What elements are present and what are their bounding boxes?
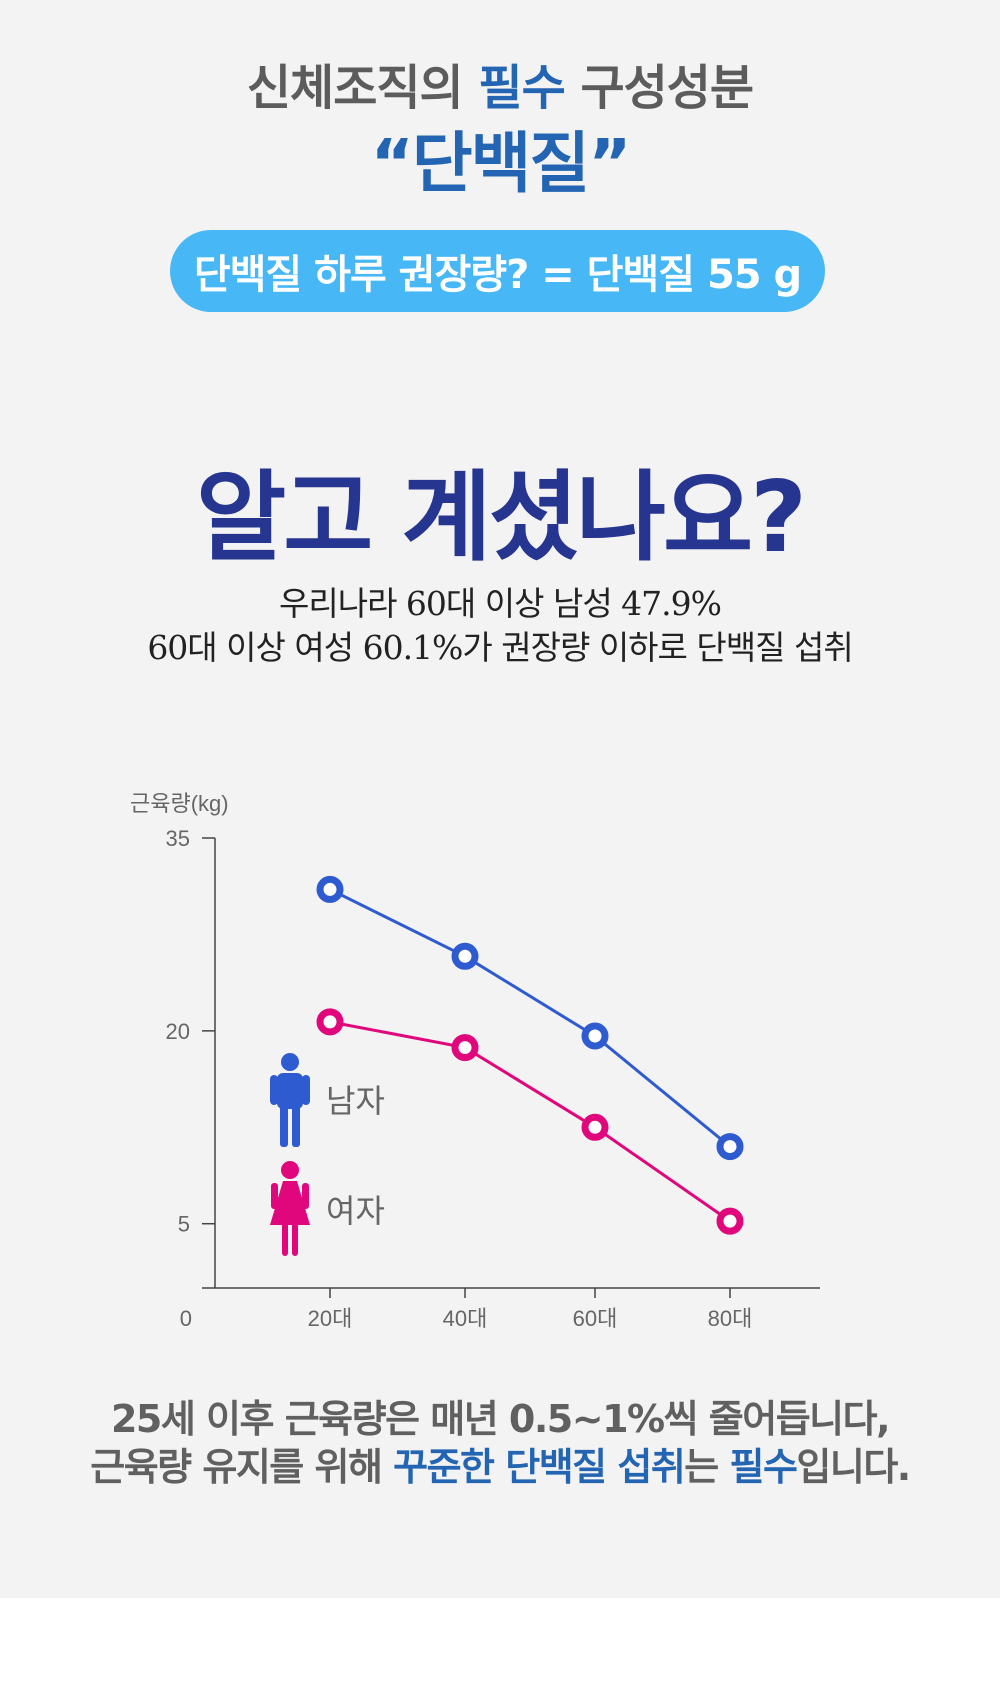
- conclusion-line2: 근육량 유지를 위해 꾸준한 단백질 섭취는 필수입니다.: [0, 1436, 1000, 1491]
- legend-label-male: 남자: [326, 1083, 385, 1119]
- legend-label-female: 여자: [326, 1193, 385, 1229]
- y-tick-label: 5: [178, 1212, 190, 1237]
- y-axis-label: 근육량(kg): [130, 791, 229, 816]
- headline-highlight: 필수: [478, 60, 565, 116]
- legend: 남자 여자: [270, 1053, 385, 1256]
- data-point: [581, 1113, 609, 1141]
- data-point: [451, 1034, 479, 1062]
- x-tick-label: 60대: [573, 1306, 618, 1331]
- headline-protein: “단백질”: [370, 125, 632, 202]
- data-point: [316, 1008, 344, 1036]
- chart-axes: 0 5 20 35 20대 40대 60대 80대: [166, 826, 820, 1331]
- y-tick-label: 35: [166, 826, 190, 851]
- conclusion-highlight-intake: 꾸준한 단백질 섭취: [393, 1445, 686, 1489]
- data-point: [316, 875, 344, 903]
- series-line-female: [329, 1020, 731, 1223]
- conclusion-text-post: 입니다.: [796, 1445, 911, 1489]
- x-tick-label: 20대: [308, 1306, 353, 1331]
- chart-lines: [329, 888, 731, 1223]
- chart-points: [316, 875, 744, 1235]
- y-tick-label: 20: [166, 1019, 190, 1044]
- conclusion-highlight-essential: 필수: [729, 1445, 797, 1489]
- conclusion-text-mid: 는: [684, 1445, 730, 1489]
- daily-intake-pill: 단백질 하루 권장량? = 단백질 55 g: [170, 230, 825, 312]
- muscle-chart: 근육량(kg) 0 5 20 35 20대 40대 60대 80대 남자 여자: [130, 791, 820, 1331]
- headline-text-post: 구성성분: [564, 60, 754, 116]
- female-person-icon: [270, 1161, 310, 1256]
- headline-text-pre: 신체조직의: [246, 60, 479, 116]
- conclusion-text-pre: 근육량 유지를 위해: [90, 1445, 394, 1489]
- male-person-icon: [270, 1053, 310, 1147]
- data-point: [716, 1207, 744, 1235]
- stat-line-female: 60대 이상 여성 60.1%가 권장량 이하로 단백질 섭취: [147, 628, 853, 667]
- data-point: [451, 942, 479, 970]
- data-point: [581, 1022, 609, 1050]
- x-tick-label: 80대: [708, 1306, 753, 1331]
- x-tick-label: 40대: [443, 1306, 488, 1331]
- question-title: 알고 계셨나요?: [196, 461, 807, 575]
- headline-line1: 신체조직의 필수 구성성분: [0, 48, 1000, 118]
- data-point: [716, 1133, 744, 1161]
- stat-line-male: 우리나라 60대 이상 남성 47.9%: [278, 584, 722, 623]
- conclusion-line1: 25세 이후 근육량은 매년 0.5~1%씩 줄어듭니다,: [110, 1397, 891, 1441]
- background-panel: 신체조직의 필수 구성성분 “단백질” 단백질 하루 권장량? = 단백질 55…: [0, 0, 1000, 1598]
- origin-label: 0: [180, 1306, 192, 1331]
- series-line-male: [329, 888, 731, 1148]
